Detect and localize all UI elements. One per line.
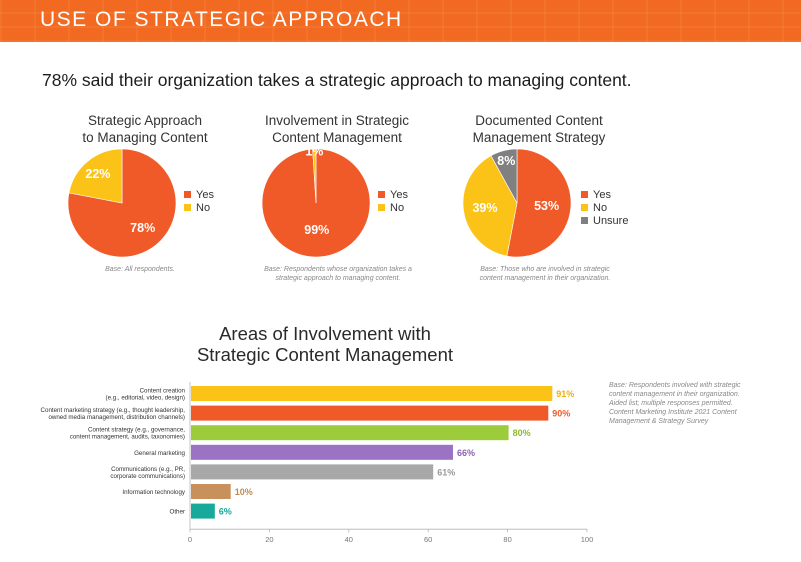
- legend-item-no: No: [378, 201, 408, 214]
- bar-communications-e-g-pr: [191, 464, 434, 480]
- category-label: Communications (e.g., PR, corporate commu…: [110, 466, 185, 480]
- x-tick-label: 0: [188, 535, 192, 544]
- bar-value-label: 10%: [235, 487, 253, 497]
- pie-slice-no: [312, 148, 317, 204]
- pie-chart-strategic-approach: 78% 22%: [67, 148, 177, 258]
- legend-item-yes: Yes: [581, 188, 628, 201]
- category-label: Content strategy (e.g., governance, conte…: [70, 427, 186, 441]
- pie-slice-label-no: 22%: [85, 167, 110, 181]
- headline: 78% said their organization takes a stra…: [42, 70, 632, 90]
- pie-title-documented-strategy: Documented Content Management Strategy: [472, 113, 606, 145]
- legend-label: Yes: [196, 188, 214, 201]
- bar-chart-base-note: Base: Respondents involved with strategi…: [609, 382, 741, 425]
- pie-chart-documented-strategy: 53% 39% 8%: [462, 148, 572, 258]
- pie-legend-documented-strategy: Yes No Unsure: [581, 188, 628, 227]
- pie-slice-label-yes: 78%: [130, 221, 155, 235]
- pie-slice-label-unsure: 8%: [497, 154, 515, 168]
- bar-general-marketing: [191, 444, 453, 460]
- category-label: Content marketing strategy (e.g., though…: [41, 407, 186, 421]
- category-label: Other: [170, 509, 185, 516]
- base-note-documented-strategy: Base: Those who are involved in strategi…: [479, 266, 611, 282]
- legend-label: Unsure: [593, 214, 629, 227]
- header-banner: USE OF STRATEGIC APPROACH: [0, 0, 801, 42]
- legend-swatch: [378, 191, 385, 198]
- category-label: Content creation (e.g., editorial, video,…: [106, 388, 186, 402]
- legend-label: Yes: [593, 188, 611, 201]
- bar-information-technology: [191, 484, 231, 499]
- bar-chart-areas-of-involvement: 0 20 40 60 80 100 91% Content creation (e.g., ed…: [41, 382, 594, 544]
- legend-item-yes: Yes: [184, 188, 214, 201]
- legend-label: No: [196, 201, 211, 214]
- legend-swatch: [581, 204, 588, 211]
- base-note-involvement: Base: Respondents whose organization tak…: [264, 266, 412, 282]
- x-tick-label: 60: [424, 535, 432, 544]
- pie-slice-label-no: 39%: [472, 201, 497, 215]
- pie-slice-no: [68, 148, 123, 204]
- bar-other: [191, 503, 215, 519]
- x-tick-label: 100: [581, 535, 594, 544]
- bar-value-label: 66%: [457, 448, 475, 458]
- bar-content-creation: [191, 386, 553, 401]
- legend-item-no: No: [184, 201, 214, 214]
- pie-slice-label-no: 1%: [305, 147, 323, 159]
- pie-chart-involvement: 99% 1%: [261, 147, 371, 258]
- bar-value-label: 80%: [513, 428, 531, 438]
- bar-chart-title: Areas of Involvement with Strategic Cont…: [196, 323, 454, 365]
- legend-swatch: [378, 204, 385, 211]
- legend-label: No: [593, 201, 608, 214]
- pie-slice-yes: [506, 148, 572, 258]
- pie-legend-strategic-approach: Yes No: [184, 188, 214, 214]
- page-title: USE OF STRATEGIC APPROACH: [40, 8, 403, 31]
- legend-swatch: [581, 191, 588, 198]
- category-label: General marketing: [134, 450, 185, 457]
- bar-value-label: 61%: [437, 467, 455, 477]
- bar-value-label: 6%: [219, 507, 232, 517]
- x-tick-label: 20: [265, 535, 273, 544]
- legend-item-yes: Yes: [378, 188, 408, 201]
- base-note-strategic-approach: Base: All respondents.: [105, 266, 175, 273]
- legend-swatch: [581, 217, 588, 224]
- legend-swatch: [184, 191, 191, 198]
- x-tick-label: 80: [503, 535, 511, 544]
- bar-content-marketing-strategy-e-g-thought-leadership: [191, 405, 549, 421]
- pie-legend-involvement: Yes No: [378, 188, 408, 214]
- pie-slice-label-yes: 53%: [534, 199, 559, 213]
- pie-title-strategic-approach: Strategic Approach to Managing Content: [82, 113, 208, 145]
- legend-item-unsure: Unsure: [581, 214, 628, 227]
- pie-title-involvement: Involvement in Strategic Content Managem…: [264, 113, 410, 145]
- pie-slice-label-yes: 99%: [304, 223, 329, 237]
- category-label: Information technology: [122, 489, 186, 496]
- legend-swatch: [184, 204, 191, 211]
- pie-slice-no: [462, 155, 518, 257]
- legend-item-no: No: [581, 201, 628, 214]
- bar-value-label: 91%: [556, 389, 574, 399]
- bar-value-label: 90%: [552, 409, 570, 419]
- legend-label: No: [390, 201, 405, 214]
- pie-slice-unsure: [490, 148, 518, 204]
- legend-label: Yes: [390, 188, 408, 201]
- x-tick-label: 40: [345, 535, 353, 544]
- bar-content-strategy-e-g-governance: [191, 425, 509, 441]
